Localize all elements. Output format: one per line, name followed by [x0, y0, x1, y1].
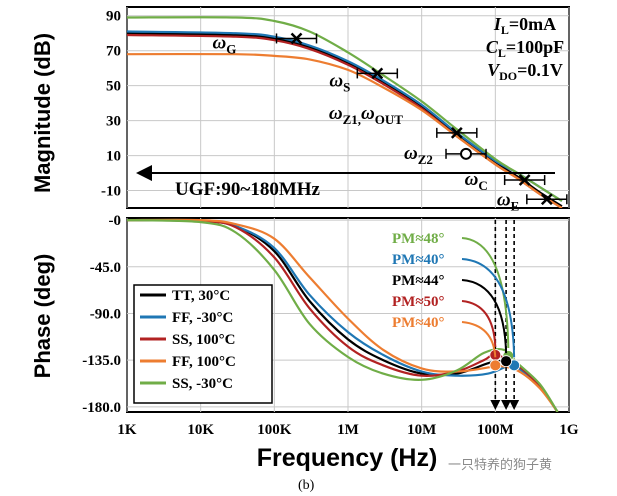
frequency-tick-label: 10M — [407, 422, 436, 438]
pole-marker — [540, 193, 553, 206]
pole-zero-label: ωS — [329, 70, 350, 94]
phase-margin-arrow — [461, 237, 510, 348]
zero-marker — [460, 147, 473, 160]
pole-marker — [290, 32, 303, 45]
phase-margin-arrow — [461, 258, 516, 358]
legend-entry: SS, -30°C — [172, 376, 233, 392]
phase-tick-label: -180.0 — [82, 400, 121, 416]
phase-tick-label: -0 — [109, 213, 122, 229]
magnitude-series-line — [127, 52, 563, 208]
ugf-down-arrow — [490, 400, 501, 410]
ugf-down-arrow — [501, 400, 512, 410]
frequency-tick-label: 1G — [559, 422, 579, 438]
frequency-tick-label: 1M — [337, 422, 359, 438]
watermark-text: 一只特养的狗子黄 — [448, 458, 553, 473]
phase-axis-label: Phase (deg) — [30, 254, 55, 379]
pole-zero-label: ωZ1,ωOUT — [329, 103, 403, 127]
ugf-down-arrow — [509, 400, 520, 410]
magnitude-panel: 90 70 50 30 10 -10 UGF:90~180MHz IL=0mACL=100pF… — [101, 6, 570, 213]
ugf-label: UGF:90~180MHz — [175, 179, 321, 200]
legend: TT, 30°C FF, -30°C SS, 100°C FF, 100°C SS, -… — [133, 284, 273, 404]
legend-entry: TT, 30°C — [172, 288, 230, 304]
phase-tick-label: -135.0 — [82, 353, 121, 369]
pole-zero-label: ωC — [465, 169, 488, 193]
condition-annotation: CL=100pF — [486, 37, 564, 60]
frequency-tick-label: 100M — [477, 422, 514, 438]
phase-margin-label: PM≈40° — [392, 315, 445, 331]
frequency-tick-label: 100K — [257, 422, 292, 438]
magnitude-tick-label: 50 — [106, 79, 121, 95]
phase-margin-arrow — [461, 300, 497, 347]
phase-margin-arrow — [461, 321, 497, 358]
magnitude-axis-label: Magnitude (dB) — [30, 33, 55, 193]
phase-margin-label: PM≈50° — [392, 294, 445, 310]
magnitude-tick-label: -10 — [101, 184, 121, 200]
phase-margin-dot — [489, 359, 502, 372]
magnitude-tick-label: 30 — [106, 114, 121, 130]
phase-margin-arrow — [461, 279, 508, 354]
phase-margin-dot — [500, 355, 512, 368]
phase-margin-label: PM≈44° — [392, 273, 445, 289]
phase-margin-label: PM≈48° — [392, 231, 445, 247]
pole-zero-label: ωG — [213, 32, 237, 56]
magnitude-series-line — [127, 32, 563, 208]
pole-marker — [450, 126, 463, 139]
figure-caption: (b) — [298, 478, 315, 493]
condition-annotation: VDO=0.1V — [487, 60, 563, 83]
phase-panel: -0 -45.0 -90.0 -135.0 -180.0 1K 10K 100K 1M 10M 10… — [82, 213, 579, 438]
phase-tick-label: -45.0 — [90, 260, 121, 276]
legend-entry: SS, 100°C — [172, 332, 236, 348]
magnitude-tick-label: 90 — [106, 9, 121, 25]
pole-marker — [518, 174, 531, 186]
frequency-axis-label: Frequency (Hz) — [257, 444, 438, 472]
legend-entry: FF, 100°C — [172, 354, 236, 370]
legend-entry: FF, -30°C — [172, 310, 233, 326]
phase-tick-label: -90.0 — [90, 306, 121, 322]
magnitude-tick-label: 10 — [106, 149, 121, 165]
frequency-tick-label: 10K — [187, 422, 214, 438]
condition-annotation: IL=0mA — [493, 14, 556, 37]
phase-margin-label: PM≈40° — [392, 252, 445, 268]
pole-marker — [371, 67, 384, 80]
magnitude-tick-label: 70 — [106, 44, 121, 60]
pole-zero-label: ωZ2 — [404, 143, 433, 167]
frequency-tick-label: 1K — [117, 422, 137, 438]
pole-zero-label: ωE — [497, 189, 519, 213]
